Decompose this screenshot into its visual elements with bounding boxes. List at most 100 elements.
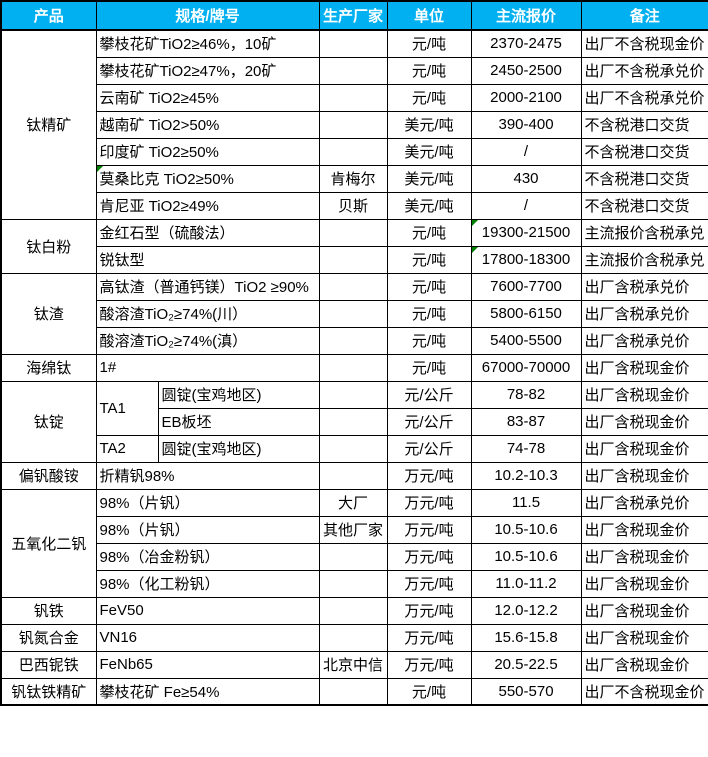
note-cell[interactable]: 出厂不含税现金价: [580, 29, 708, 58]
note-cell[interactable]: 出厂含税现金价: [580, 380, 708, 409]
product-cell[interactable]: 钛白粉: [0, 218, 97, 274]
spec-cell[interactable]: 莫桑比克 TiO2≥50%: [95, 164, 320, 193]
price-cell[interactable]: 19300-21500: [470, 218, 582, 247]
unit-cell[interactable]: 万元/吨: [386, 569, 472, 598]
unit-cell[interactable]: 元/吨: [386, 326, 472, 355]
note-cell[interactable]: 出厂含税现金价: [580, 569, 708, 598]
price-cell[interactable]: 5800-6150: [470, 299, 582, 328]
header-cell-maker[interactable]: 生产厂家: [318, 0, 388, 31]
unit-cell[interactable]: 元/吨: [386, 299, 472, 328]
note-cell[interactable]: 出厂含税承兑价: [580, 326, 708, 355]
note-cell[interactable]: 主流报价含税承兑: [580, 245, 708, 274]
unit-cell[interactable]: 美元/吨: [386, 191, 472, 220]
note-cell[interactable]: 出厂含税现金价: [580, 596, 708, 625]
price-cell[interactable]: 390-400: [470, 110, 582, 139]
unit-cell[interactable]: 元/吨: [386, 56, 472, 85]
maker-cell[interactable]: [318, 326, 388, 355]
price-cell[interactable]: 12.0-12.2: [470, 596, 582, 625]
maker-cell[interactable]: [318, 677, 388, 706]
price-cell[interactable]: 11.0-11.2: [470, 569, 582, 598]
header-cell-product[interactable]: 产品: [0, 0, 97, 31]
maker-cell[interactable]: [318, 623, 388, 652]
price-cell[interactable]: 15.6-15.8: [470, 623, 582, 652]
note-cell[interactable]: 出厂含税现金价: [580, 353, 708, 382]
note-cell[interactable]: 出厂含税承兑价: [580, 272, 708, 301]
maker-cell[interactable]: 北京中信: [318, 650, 388, 679]
unit-cell[interactable]: 美元/吨: [386, 164, 472, 193]
unit-cell[interactable]: 元/公斤: [386, 407, 472, 436]
maker-cell[interactable]: [318, 110, 388, 139]
unit-cell[interactable]: 美元/吨: [386, 137, 472, 166]
spec-cell[interactable]: 98%（片钒）: [95, 515, 320, 544]
spec-cell[interactable]: 攀枝花矿TiO2≥46%，10矿: [95, 29, 320, 58]
unit-cell[interactable]: 元/吨: [386, 83, 472, 112]
spec-cell[interactable]: 肯尼亚 TiO2≥49%: [95, 191, 320, 220]
spec-cell[interactable]: 金红石型（硫酸法）: [95, 218, 320, 247]
unit-cell[interactable]: 万元/吨: [386, 542, 472, 571]
price-cell[interactable]: 83-87: [470, 407, 582, 436]
product-cell[interactable]: 钛渣: [0, 272, 97, 355]
spec-cell[interactable]: 攀枝花矿TiO2≥47%，20矿: [95, 56, 320, 85]
maker-cell[interactable]: 大厂: [318, 488, 388, 517]
header-cell-spec[interactable]: 规格/牌号: [95, 0, 320, 31]
maker-cell[interactable]: [318, 380, 388, 409]
note-cell[interactable]: 出厂不含税承兑价: [580, 56, 708, 85]
unit-cell[interactable]: 万元/吨: [386, 650, 472, 679]
note-cell[interactable]: 出厂含税现金价: [580, 650, 708, 679]
spec-cell[interactable]: 印度矿 TiO2≥50%: [95, 137, 320, 166]
maker-cell[interactable]: [318, 299, 388, 328]
maker-cell[interactable]: 肯梅尔: [318, 164, 388, 193]
spec-cell[interactable]: 圆锭(宝鸡地区): [157, 434, 320, 463]
unit-cell[interactable]: 万元/吨: [386, 596, 472, 625]
product-cell[interactable]: 钒钛铁精矿: [0, 677, 97, 706]
price-cell[interactable]: 550-570: [470, 677, 582, 706]
spec-cell[interactable]: 1#: [95, 353, 320, 382]
note-cell[interactable]: 出厂含税现金价: [580, 434, 708, 463]
maker-cell[interactable]: [318, 353, 388, 382]
product-cell[interactable]: 钒铁: [0, 596, 97, 625]
maker-cell[interactable]: [318, 245, 388, 274]
spec-cell[interactable]: 攀枝花矿 Fe≥54%: [95, 677, 320, 706]
header-cell-note[interactable]: 备注: [580, 0, 708, 31]
spec-cell[interactable]: 酸溶渣TiO₂≥74%(滇）: [95, 326, 320, 355]
note-cell[interactable]: 出厂含税现金价: [580, 461, 708, 490]
unit-cell[interactable]: 元/吨: [386, 29, 472, 58]
price-cell[interactable]: 5400-5500: [470, 326, 582, 355]
price-cell[interactable]: 10.5-10.6: [470, 515, 582, 544]
price-cell[interactable]: 2000-2100: [470, 83, 582, 112]
unit-cell[interactable]: 元/吨: [386, 353, 472, 382]
product-cell[interactable]: 偏钒酸铵: [0, 461, 97, 490]
maker-cell[interactable]: [318, 569, 388, 598]
spec-cell[interactable]: FeNb65: [95, 650, 320, 679]
price-cell[interactable]: 430: [470, 164, 582, 193]
maker-cell[interactable]: [318, 542, 388, 571]
unit-cell[interactable]: 元/吨: [386, 272, 472, 301]
unit-cell[interactable]: 万元/吨: [386, 461, 472, 490]
note-cell[interactable]: 出厂不含税承兑价: [580, 83, 708, 112]
unit-cell[interactable]: 元/公斤: [386, 434, 472, 463]
spec-cell[interactable]: 折精钒98%: [95, 461, 320, 490]
price-cell[interactable]: 7600-7700: [470, 272, 582, 301]
header-cell-price[interactable]: 主流报价: [470, 0, 582, 31]
price-cell[interactable]: 67000-70000: [470, 353, 582, 382]
maker-cell[interactable]: [318, 83, 388, 112]
price-cell[interactable]: 74-78: [470, 434, 582, 463]
maker-cell[interactable]: 其他厂家: [318, 515, 388, 544]
spec-cell[interactable]: EB板坯: [157, 407, 320, 436]
unit-cell[interactable]: 元/公斤: [386, 380, 472, 409]
maker-cell[interactable]: [318, 218, 388, 247]
spec-cell[interactable]: 圆锭(宝鸡地区): [157, 380, 320, 409]
note-cell[interactable]: 出厂含税现金价: [580, 407, 708, 436]
product-cell[interactable]: 五氧化二钒: [0, 488, 97, 598]
spec-cell[interactable]: 98%（冶金粉钒）: [95, 542, 320, 571]
note-cell[interactable]: 出厂含税承兑价: [580, 299, 708, 328]
note-cell[interactable]: 出厂不含税现金价: [580, 677, 708, 706]
price-cell[interactable]: 78-82: [470, 380, 582, 409]
unit-cell[interactable]: 元/吨: [386, 677, 472, 706]
note-cell[interactable]: 出厂含税承兑价: [580, 488, 708, 517]
product-cell[interactable]: 钒氮合金: [0, 623, 97, 652]
maker-cell[interactable]: 贝斯: [318, 191, 388, 220]
price-cell[interactable]: 20.5-22.5: [470, 650, 582, 679]
maker-cell[interactable]: [318, 407, 388, 436]
spec-cell[interactable]: 越南矿 TiO2>50%: [95, 110, 320, 139]
